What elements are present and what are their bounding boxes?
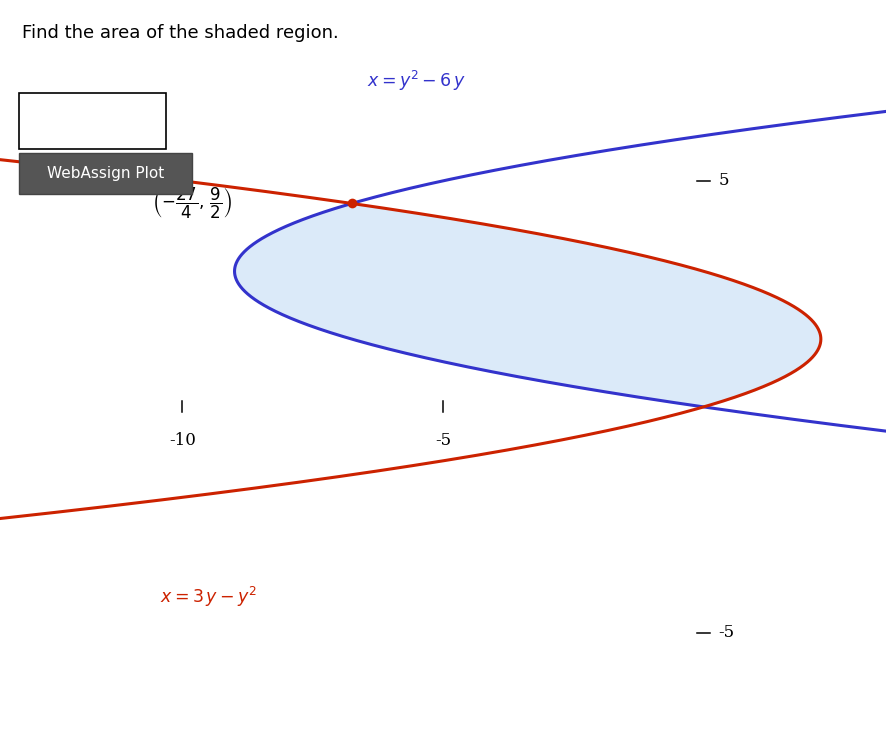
Text: Find the area of the shaded region.: Find the area of the shaded region. (22, 24, 339, 42)
Text: WebAssign Plot: WebAssign Plot (47, 166, 164, 181)
Text: 5: 5 (719, 172, 728, 189)
Text: -5: -5 (435, 432, 451, 449)
Text: $x = y^2 - 6\,y$: $x = y^2 - 6\,y$ (368, 69, 467, 93)
Text: -5: -5 (719, 624, 734, 642)
Text: $x = 3\,y - y^2$: $x = 3\,y - y^2$ (159, 585, 257, 609)
Text: -10: -10 (169, 432, 196, 449)
Text: $\!\left(-\dfrac{27}{4},\,\dfrac{9}{2}\right)$: $\!\left(-\dfrac{27}{4},\,\dfrac{9}{2}\r… (154, 186, 232, 221)
